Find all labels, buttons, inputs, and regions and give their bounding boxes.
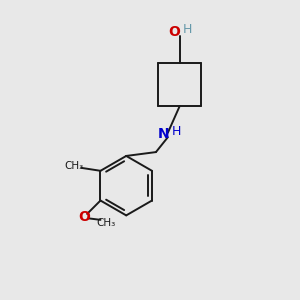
Text: CH₃: CH₃ <box>97 218 116 228</box>
Text: O: O <box>78 211 90 224</box>
Text: N: N <box>158 127 170 141</box>
Text: H: H <box>172 125 181 138</box>
Text: O: O <box>168 25 180 39</box>
Text: H: H <box>182 23 192 36</box>
Text: CH₃: CH₃ <box>64 161 83 171</box>
